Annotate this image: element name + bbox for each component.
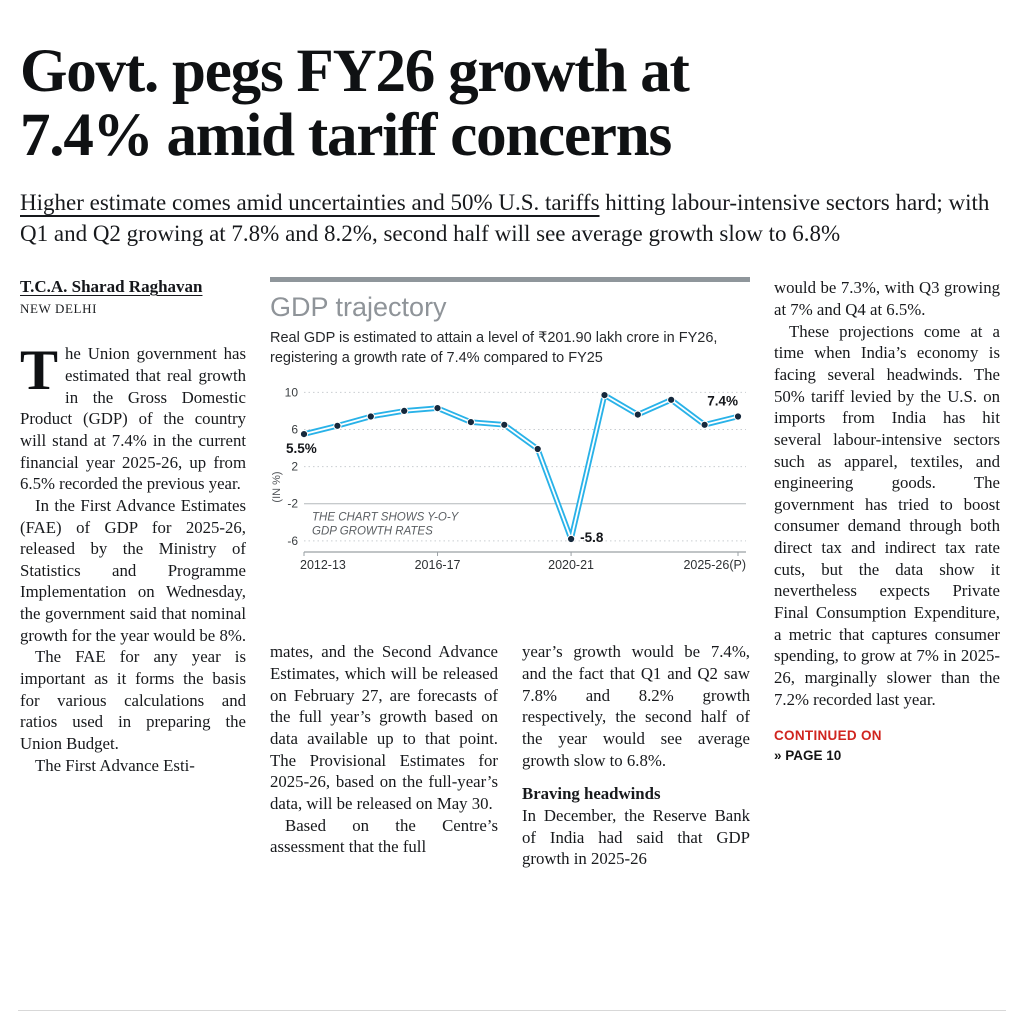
paragraph: In December, the Reserve Bank of India h… <box>522 805 750 869</box>
paragraph-text: he Union government has estimated that r… <box>20 344 246 494</box>
column-4: would be 7.3%, with Q3 growing at 7% and… <box>774 277 1000 870</box>
paragraph: The FAE for any year is important as it … <box>20 647 246 754</box>
column-2: mates, and the Second Advance Estimates,… <box>270 641 498 870</box>
chart-area: 10 6 2 -2 -6 (IN %) 2012-13 2016-17 2020-21 2025-… <box>270 376 750 583</box>
svg-text:6: 6 <box>291 423 298 437</box>
svg-text:GDP GROWTH RATES: GDP GROWTH RATES <box>312 526 433 538</box>
headline-line2: 7.4% amid tariff concerns <box>20 102 672 170</box>
paragraph: These projections come at a time when In… <box>774 321 1000 709</box>
masthead: Govt. pegs FY26 growth at 7.4% amid tari… <box>0 0 1024 249</box>
gdp-chart-box: GDP trajectory Real GDP is estimated to … <box>270 277 750 641</box>
chart-top-rule <box>270 277 750 283</box>
dateline: NEW DELHI <box>20 301 98 317</box>
column-3: year’s growth would be 7.4%, and the fac… <box>522 641 750 870</box>
svg-text:2025-26(P): 2025-26(P) <box>683 558 746 572</box>
byline-block: T.C.A. Sharad Raghavan NEW DELHI <box>20 277 246 317</box>
svg-text:2: 2 <box>291 460 298 474</box>
svg-text:5.5%: 5.5% <box>286 441 317 456</box>
page-title: Govt. pegs FY26 growth at 7.4% amid tari… <box>20 38 1004 170</box>
paragraph: Based on the Centre’s assessment that th… <box>270 815 498 857</box>
chart-title: GDP trajectory <box>270 292 447 323</box>
svg-text:(IN %): (IN %) <box>271 472 283 503</box>
continued-block: CONTINUED ON » PAGE 10 <box>774 728 1000 763</box>
continued-on-label: CONTINUED ON <box>774 728 882 744</box>
chart-subtitle: Real GDP is estimated to attain a level … <box>270 330 718 366</box>
bottom-rule <box>18 1010 1006 1011</box>
paragraph: mates, and the Second Advance Estimates,… <box>270 642 498 813</box>
paragraph: The First Advance Esti- <box>35 755 195 775</box>
byline: T.C.A. Sharad Raghavan <box>20 277 203 297</box>
svg-text:THE CHART SHOWS Y-O-Y: THE CHART SHOWS Y-O-Y <box>312 512 460 524</box>
section-crosshead: Braving headwinds <box>522 784 661 804</box>
subheadline: Higher estimate comes amid uncertainties… <box>20 188 1004 249</box>
paragraph: In the First Advance Estimates (FAE) of … <box>20 495 247 645</box>
svg-text:-5.8: -5.8 <box>580 530 604 545</box>
svg-text:10: 10 <box>285 386 299 400</box>
subheadline-rest: hitting labour-intensive sectors hard; w… <box>20 190 990 246</box>
gdp-trajectory-chart: 10 6 2 -2 -6 (IN %) 2012-13 2016-17 2020-21 2025-… <box>271 386 746 572</box>
paragraph: year’s growth would be 7.4%, and the fac… <box>522 642 750 770</box>
svg-text:2016-17: 2016-17 <box>415 558 461 572</box>
svg-text:-6: -6 <box>287 534 298 548</box>
headline-line1: Govt. pegs FY26 growth at <box>20 38 690 105</box>
svg-text:2020-21: 2020-21 <box>548 558 594 572</box>
subheadline-underlined: Higher estimate comes amid uncertainties… <box>20 190 600 216</box>
dropcap: T <box>20 339 59 403</box>
svg-text:7.4%: 7.4% <box>707 394 738 409</box>
svg-text:2012-13: 2012-13 <box>300 558 346 572</box>
continued-page-ref: » PAGE 10 <box>774 748 842 764</box>
paragraph: would be 7.3%, with Q3 growing at 7% and… <box>774 278 1000 319</box>
svg-text:-2: -2 <box>287 497 298 511</box>
